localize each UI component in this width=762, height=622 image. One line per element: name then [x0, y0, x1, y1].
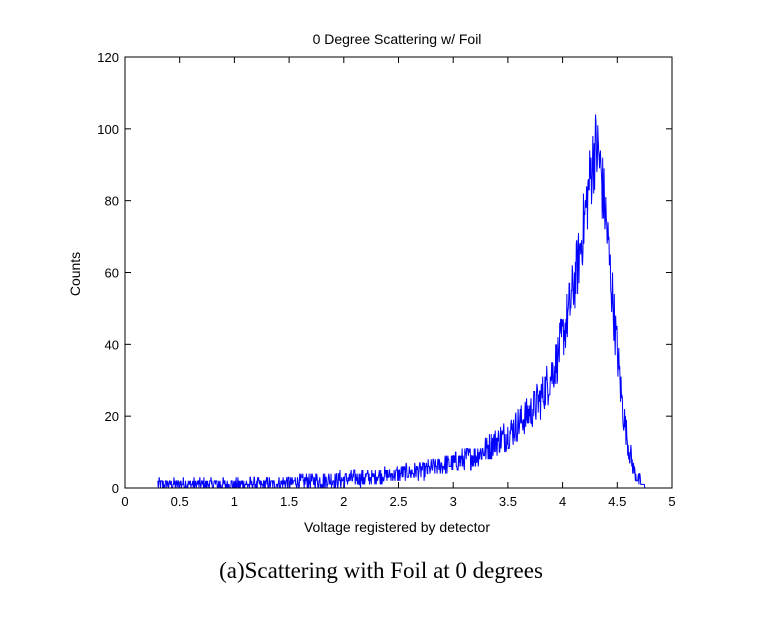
x-tick-label: 0.5 — [171, 494, 189, 509]
x-tick-label: 3.5 — [499, 494, 517, 509]
x-axis-label: Voltage registered by detector — [304, 519, 490, 535]
y-tick-label: 0 — [112, 481, 119, 496]
x-tick-label: 2.5 — [389, 494, 407, 509]
y-tick-label: 100 — [97, 122, 119, 137]
y-tick-label: 40 — [105, 337, 119, 352]
chart-title: 0 Degree Scattering w/ Foil — [313, 31, 482, 47]
x-tick-label: 2 — [340, 494, 347, 509]
y-tick-label: 120 — [97, 50, 119, 65]
x-tick-label: 1.5 — [280, 494, 298, 509]
x-tick-label: 4 — [559, 494, 566, 509]
x-tick-label: 0 — [121, 494, 128, 509]
figure-caption: (a)Scattering with Foil at 0 degrees — [219, 558, 543, 583]
y-tick-label: 60 — [105, 266, 119, 281]
x-tick-label: 3 — [450, 494, 457, 509]
axis-ticks: 0 0.5 1 1.5 2 2.5 3 3.5 4 4.5 5 0 20 40 60 80 100 120 — [97, 50, 675, 509]
scattering-chart: 0 Degree Scattering w/ Foil Counts Volta… — [67, 31, 676, 535]
y-axis-label: Counts — [67, 252, 83, 296]
plot-area — [157, 114, 651, 489]
series-line-0 — [157, 114, 651, 489]
plot-frame — [124, 56, 673, 489]
y-tick-label: 20 — [105, 409, 119, 424]
x-tick-label: 5 — [668, 494, 675, 509]
y-tick-label: 80 — [105, 194, 119, 209]
x-tick-label: 1 — [231, 494, 238, 509]
x-tick-label: 4.5 — [608, 494, 626, 509]
